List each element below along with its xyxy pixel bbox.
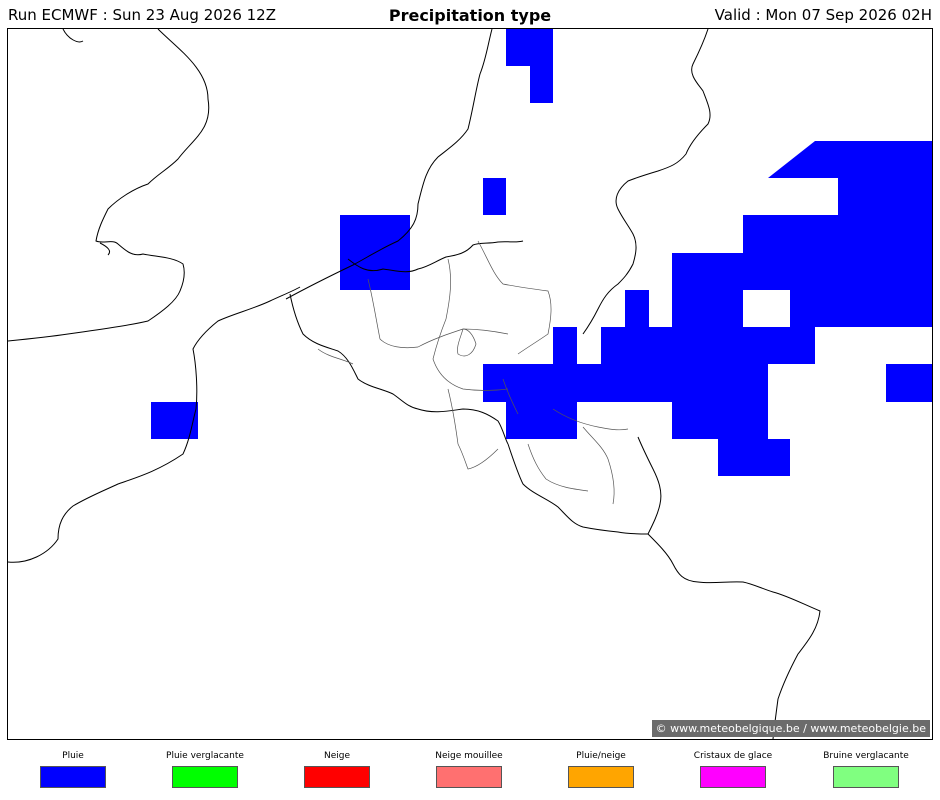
precip-gap (815, 178, 838, 215)
province-border (317, 348, 519, 415)
province-border (477, 240, 552, 355)
england-coastline (8, 29, 210, 342)
legend-item: Neige (272, 750, 402, 788)
province-border (527, 443, 589, 492)
precip-gap (649, 290, 672, 327)
province-border (582, 426, 615, 505)
precip-cell (151, 402, 198, 439)
belgium-france-border (289, 293, 509, 445)
precip-cell (506, 402, 577, 439)
header: Run ECMWF : Sun 23 Aug 2026 12Z Precipit… (0, 0, 940, 28)
benelux-coastline (285, 29, 493, 300)
england-coastline (99, 242, 111, 256)
province-borders (317, 240, 629, 505)
province-border (447, 388, 499, 470)
benelux-coastline (347, 240, 524, 273)
legend-swatch (172, 766, 238, 788)
legend-swatch (833, 766, 899, 788)
run-label: Run ECMWF : Sun 23 Aug 2026 12Z (8, 6, 276, 24)
legend-swatch (40, 766, 106, 788)
coastlines (8, 29, 821, 739)
legend-item: Pluie verglacante (140, 750, 270, 788)
map-canvas (8, 29, 932, 739)
legend-label: Pluie/neige (576, 751, 626, 761)
legend-item: Pluie (8, 750, 138, 788)
france-coastline (8, 286, 301, 563)
legend-swatch (700, 766, 766, 788)
legend-swatch (304, 766, 370, 788)
province-border (367, 278, 509, 349)
precip-cell (625, 253, 815, 476)
precip-gap (910, 327, 932, 364)
legend-label: Neige (323, 751, 351, 761)
legend: Pluie Pluie verglacante Neige Neige mouille… (0, 750, 940, 800)
legend-label: Cristaux de glace (693, 751, 773, 761)
precip-gaps (649, 178, 932, 364)
legend-label: Pluie (62, 751, 84, 761)
precip-cell (530, 66, 553, 103)
legend-item: Bruine verglacante (801, 750, 931, 788)
legend-swatch (568, 766, 634, 788)
chart-title: Precipitation type (388, 6, 552, 25)
precip-cell (483, 178, 506, 215)
legend-label: Bruine verglacante (823, 751, 909, 761)
legend-item: Pluie/neige (536, 750, 666, 788)
precipitation-map: © www.meteobelgique.be / www.meteobelgie… (7, 28, 933, 740)
legend-swatch (436, 766, 502, 788)
precip-gap (743, 290, 790, 327)
legend-item: Neige mouillee (404, 750, 534, 788)
germany-border (582, 29, 711, 335)
france-germany-border (647, 533, 821, 739)
province-border (432, 258, 509, 391)
precip-cell (601, 327, 649, 402)
valid-time-label: Valid : Mon 07 Sep 2026 02H (714, 6, 932, 24)
legend-label: Neige mouillee (435, 751, 503, 761)
legend-label: Pluie verglacante (166, 751, 244, 761)
precip-cell (743, 215, 932, 364)
province-border (552, 408, 629, 431)
legend-item: Cristaux de glace (668, 750, 798, 788)
province-border (457, 328, 477, 357)
credit-badge: © www.meteobelgique.be / www.meteobelgie… (651, 720, 930, 737)
luxembourg-border (507, 436, 662, 535)
precip-cell (506, 29, 553, 66)
precipitation-cells (151, 29, 932, 476)
